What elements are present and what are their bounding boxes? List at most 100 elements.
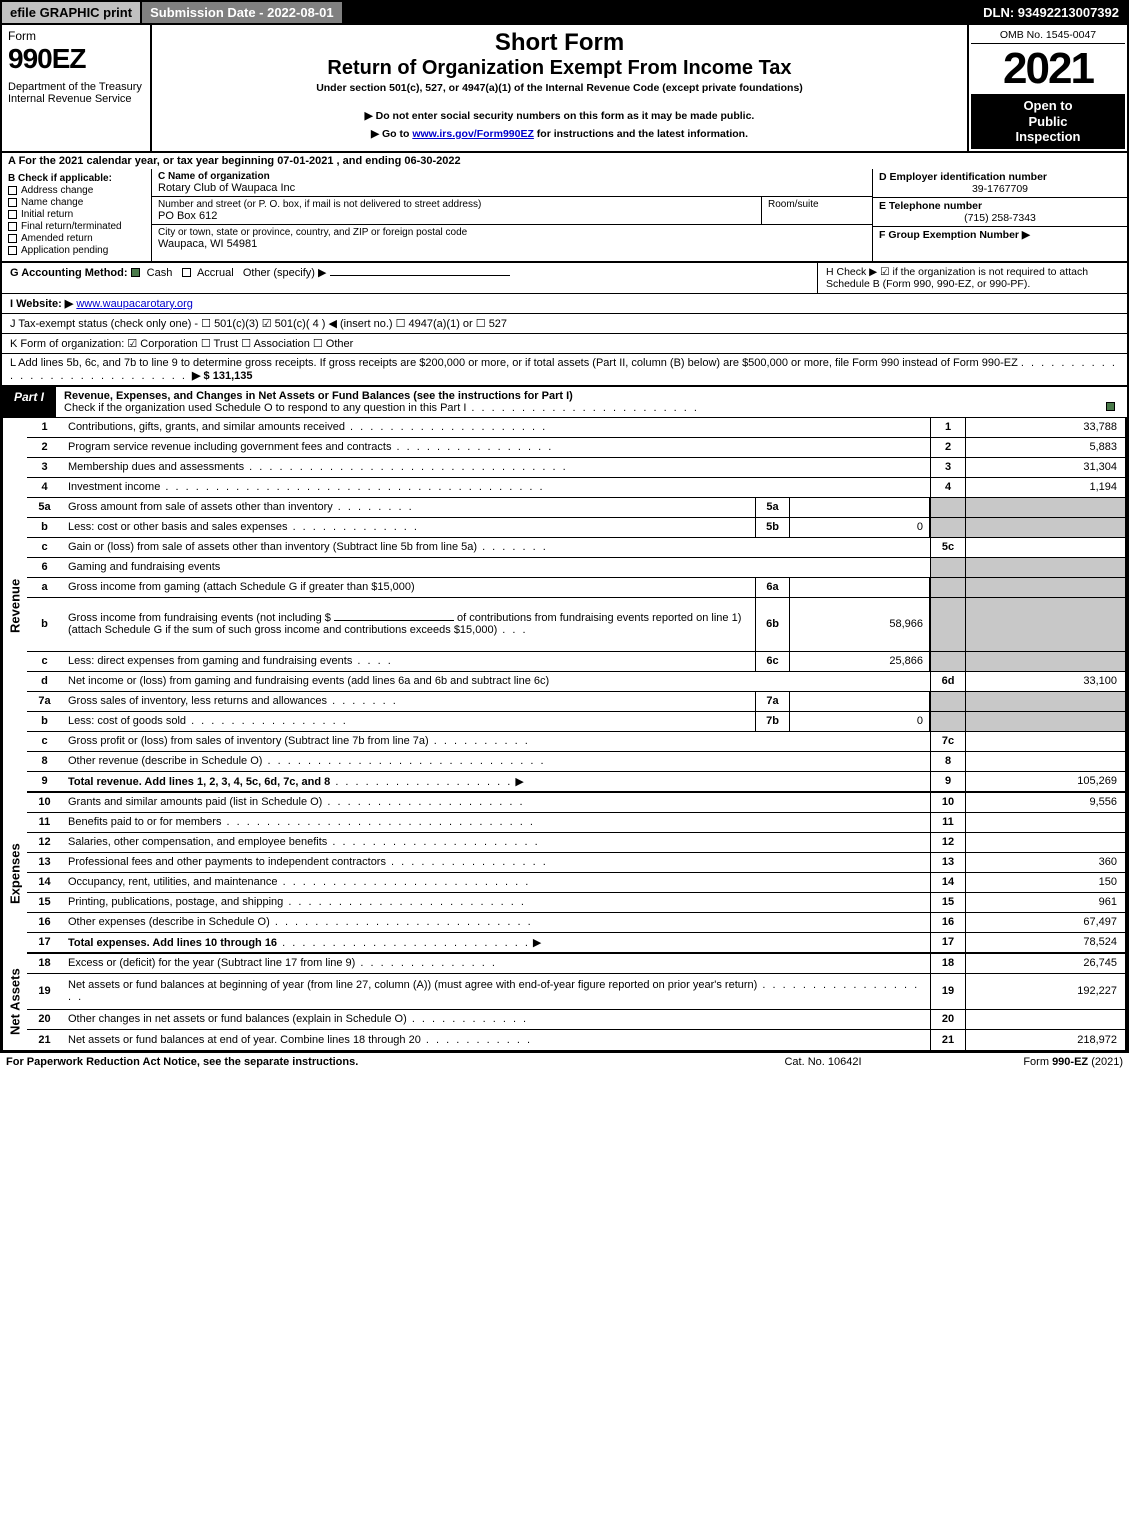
website-label: I Website: ▶: [10, 298, 73, 310]
line-5b-num: b: [27, 518, 62, 537]
line-6a-num: a: [27, 578, 62, 597]
line-11-desc: Benefits paid to or for members . . . . …: [62, 813, 930, 831]
omb-number: OMB No. 1545-0047: [971, 27, 1125, 44]
line-6a-subval: [790, 578, 930, 597]
line-5b-subval: 0: [790, 518, 930, 537]
line-21-num: 21: [27, 1030, 62, 1050]
section-h: H Check ▶ ☑ if the organization is not r…: [817, 263, 1127, 293]
line-1-num: 1: [27, 418, 62, 437]
form-header: Form 990EZ Department of the Treasury In…: [0, 25, 1129, 153]
line-5c-amount: [965, 538, 1125, 557]
tax-year: 2021: [971, 44, 1125, 94]
section-c: C Name of organization Rotary Club of Wa…: [152, 169, 872, 261]
line-13-rn: 13: [930, 853, 965, 872]
goto-instructions: ▶ Go to www.irs.gov/Form990EZ for instru…: [160, 128, 959, 140]
top-bar: efile GRAPHIC print Submission Date - 20…: [0, 0, 1129, 25]
line-20-num: 20: [27, 1010, 62, 1029]
org-name: Rotary Club of Waupaca Inc: [158, 182, 866, 194]
line-7b-subval: 0: [790, 712, 930, 731]
line-19-desc: Net assets or fund balances at beginning…: [62, 976, 930, 1006]
irs-link[interactable]: www.irs.gov/Form990EZ: [412, 128, 534, 140]
line-6-num: 6: [27, 558, 62, 577]
line-6c-sublabel: 6c: [755, 652, 790, 671]
line-3-rn: 3: [930, 458, 965, 477]
line-5a-sublabel: 5a: [755, 498, 790, 517]
accounting-method-label: G Accounting Method:: [10, 267, 128, 279]
line-6b-subval: 58,966: [790, 598, 930, 651]
line-14-num: 14: [27, 873, 62, 892]
gross-receipts-amount: ▶ $ 131,135: [192, 370, 252, 382]
line-2-num: 2: [27, 438, 62, 457]
line-4-amount: 1,194: [965, 478, 1125, 497]
line-17-rn: 17: [930, 933, 965, 952]
net-assets-block: Net Assets 18 Excess or (deficit) for th…: [0, 954, 1129, 1052]
line-6a-amt-shaded: [965, 578, 1125, 597]
line-18-desc: Excess or (deficit) for the year (Subtra…: [62, 954, 930, 972]
section-a-tax-year: A For the 2021 calendar year, or tax yea…: [0, 153, 1129, 169]
room-label: Room/suite: [768, 199, 866, 210]
phone-label: E Telephone number: [879, 200, 1121, 212]
other-specify-line[interactable]: [330, 275, 510, 276]
line-17-desc: Total expenses. Add lines 10 through 16 …: [62, 933, 930, 952]
group-exemption-label: F Group Exemption Number ▶: [879, 229, 1030, 241]
line-7c-amount: [965, 732, 1125, 751]
footer-right: Form 990-EZ (2021): [923, 1056, 1123, 1068]
section-i: I Website: ▶ www.waupacarotary.org: [0, 294, 1129, 314]
line-9-rn: 9: [930, 772, 965, 791]
website-link[interactable]: www.waupacarotary.org: [76, 298, 193, 310]
city-label: City or town, state or province, country…: [158, 227, 866, 238]
line-3-num: 3: [27, 458, 62, 477]
line-6d-amount: 33,100: [965, 672, 1125, 691]
line-6d-num: d: [27, 672, 62, 691]
section-j: J Tax-exempt status (check only one) - ☐…: [0, 314, 1129, 334]
line-6c-subval: 25,866: [790, 652, 930, 671]
check-amended-return[interactable]: Amended return: [8, 233, 145, 244]
line-13-desc: Professional fees and other payments to …: [62, 853, 930, 871]
line-6b-desc: Gross income from fundraising events (no…: [62, 609, 755, 639]
line-10-num: 10: [27, 793, 62, 812]
ssn-warning: ▶ Do not enter social security numbers o…: [160, 110, 959, 122]
check-final-return[interactable]: Final return/terminated: [8, 221, 145, 232]
check-accrual[interactable]: [182, 268, 191, 277]
part1-tab: Part I: [2, 387, 56, 417]
line-1-amount: 33,788: [965, 418, 1125, 437]
section-b: B Check if applicable: Address change Na…: [2, 169, 152, 261]
footer-center: Cat. No. 10642I: [723, 1056, 923, 1068]
line-15-amount: 961: [965, 893, 1125, 912]
line-6c-rn-shaded: [930, 652, 965, 671]
efile-print-cell[interactable]: efile GRAPHIC print: [2, 2, 142, 23]
line-16-rn: 16: [930, 913, 965, 932]
section-b-label: B Check if applicable:: [8, 173, 145, 184]
line-6b-rn-shaded: [930, 598, 965, 651]
line-5a-subval: [790, 498, 930, 517]
line-4-desc: Investment income . . . . . . . . . . . …: [62, 478, 930, 496]
check-name-change[interactable]: Name change: [8, 197, 145, 208]
line-21-amount: 218,972: [965, 1030, 1125, 1050]
subtitle-section: Under section 501(c), 527, or 4947(a)(1)…: [160, 82, 959, 94]
line-6a-desc: Gross income from gaming (attach Schedul…: [62, 578, 755, 596]
dln-cell: DLN: 93492213007392: [975, 2, 1127, 23]
check-address-change[interactable]: Address change: [8, 185, 145, 196]
line-15-desc: Printing, publications, postage, and shi…: [62, 893, 930, 911]
line-6b-blank[interactable]: [334, 620, 454, 621]
line-16-num: 16: [27, 913, 62, 932]
check-cash[interactable]: [131, 268, 140, 277]
line-5c-rn: 5c: [930, 538, 965, 557]
check-application-pending[interactable]: Application pending: [8, 245, 145, 256]
line-7a-desc: Gross sales of inventory, less returns a…: [62, 692, 755, 710]
street-address: PO Box 612: [158, 210, 755, 222]
revenue-block: Revenue 1 Contributions, gifts, grants, …: [0, 418, 1129, 793]
schedule-o-check[interactable]: [1106, 402, 1115, 411]
part1-header: Part I Revenue, Expenses, and Changes in…: [0, 387, 1129, 418]
line-7c-desc: Gross profit or (loss) from sales of inv…: [62, 732, 930, 750]
page-footer: For Paperwork Reduction Act Notice, see …: [0, 1052, 1129, 1071]
check-initial-return[interactable]: Initial return: [8, 209, 145, 220]
line-5b-rn-shaded: [930, 518, 965, 537]
line-10-amount: 9,556: [965, 793, 1125, 812]
line-6c-num: c: [27, 652, 62, 671]
line-13-amount: 360: [965, 853, 1125, 872]
line-5a-num: 5a: [27, 498, 62, 517]
entity-info-block: B Check if applicable: Address change Na…: [0, 169, 1129, 263]
line-19-rn: 19: [930, 974, 965, 1009]
line-8-num: 8: [27, 752, 62, 771]
